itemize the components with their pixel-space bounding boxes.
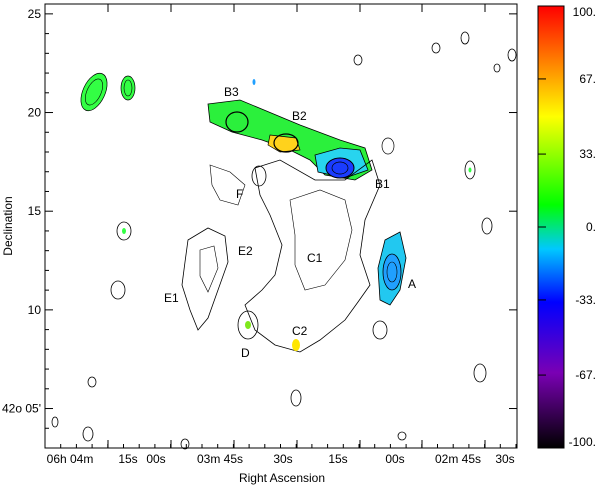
source-contour [252, 79, 256, 85]
source-A-core [382, 253, 402, 291]
source-contour [473, 363, 487, 383]
source-contour [464, 160, 476, 180]
source-B3-core [225, 111, 249, 133]
label-E2: E2 [238, 244, 253, 258]
source-contour [460, 31, 470, 45]
source-contour [110, 280, 126, 300]
x-tick-label: 30s [273, 452, 292, 466]
diffuse-contour [181, 227, 229, 331]
colorbar-ticks: 100. 67. 33. 0. -33. -67. -100. [538, 5, 596, 449]
source-contour [251, 165, 267, 187]
colorbar [537, 5, 565, 449]
label-F: F [236, 187, 243, 201]
source-contour [82, 426, 94, 442]
diffuse-contour [244, 159, 381, 353]
x-tick-label: 02m 45s [435, 452, 481, 466]
label-A: A [408, 277, 416, 291]
source-contour [381, 137, 395, 155]
y-axis-label: Declination [1, 196, 15, 255]
x-tick-label: 00s [385, 452, 404, 466]
source-B1-core [325, 157, 355, 179]
source-contour [120, 75, 136, 101]
source-contour [481, 217, 493, 235]
colorbar-tick-label: -33. [575, 293, 596, 307]
radio-map [51, 31, 517, 450]
label-B1: B1 [375, 177, 390, 191]
y-ticks: 42o 05' 10 15 20 25 [2, 7, 517, 429]
colorbar-tick-label: 0. [586, 220, 596, 234]
source-C2-core [292, 339, 300, 351]
label-C2: C2 [292, 324, 308, 338]
colorbar-tick-label: -67. [575, 368, 596, 382]
y-tick-label: 42o 05' [2, 402, 41, 416]
y-tick-label: 15 [28, 204, 42, 218]
x-tick-label: 15s [328, 452, 347, 466]
source-contour [87, 376, 97, 388]
source-contour [290, 389, 302, 407]
label-E1: E1 [164, 291, 179, 305]
source-contour [507, 48, 517, 62]
y-tick-label: 25 [28, 7, 42, 21]
y-tick-label: 10 [28, 303, 42, 317]
source-contour [372, 320, 388, 340]
source-D-contour [237, 310, 259, 340]
source-contour [85, 78, 103, 106]
label-B3: B3 [224, 85, 239, 99]
plot-frame [44, 3, 518, 449]
source-B2-core [273, 133, 299, 153]
colorbar-tick-label: 67. [579, 72, 596, 86]
source-contour [493, 63, 501, 73]
source-B1-core [331, 161, 349, 175]
source-contour [123, 79, 133, 97]
source-contour [468, 167, 472, 173]
diffuse-contour [209, 164, 246, 206]
source-contour [180, 438, 190, 450]
label-C1: C1 [307, 251, 323, 265]
y-tick-label: 20 [28, 106, 42, 120]
source-contour [80, 72, 108, 112]
source-contour [431, 42, 441, 54]
source-D-core [245, 321, 251, 329]
source-A-core [386, 261, 398, 283]
x-tick-label: 00s [146, 452, 165, 466]
source-contour [353, 54, 363, 66]
x-tick-label: 15s [118, 452, 137, 466]
x-tick-label: 30s [495, 452, 514, 466]
x-tick-label: 03m 45s [197, 452, 243, 466]
diffuse-contour [199, 245, 219, 293]
source-contour [116, 221, 132, 241]
x-axis-label: Right Ascension [239, 471, 325, 485]
diffuse-contour [289, 189, 353, 291]
colorbar-tick-label: 33. [579, 147, 596, 161]
colorbar-tick-label: 100. [573, 5, 596, 19]
source-contour [397, 431, 407, 441]
x-ticks: 06h 04m 15s 00s 03m 45s 30s 15s 00s 02m 45s 30s [44, 4, 517, 466]
label-B2: B2 [292, 109, 307, 123]
label-D: D [241, 346, 250, 360]
colorbar-tick-label: -100. [569, 435, 596, 449]
x-tick-label: 06h 04m [47, 452, 94, 466]
source-contour [51, 416, 59, 428]
source-contour [122, 228, 126, 234]
